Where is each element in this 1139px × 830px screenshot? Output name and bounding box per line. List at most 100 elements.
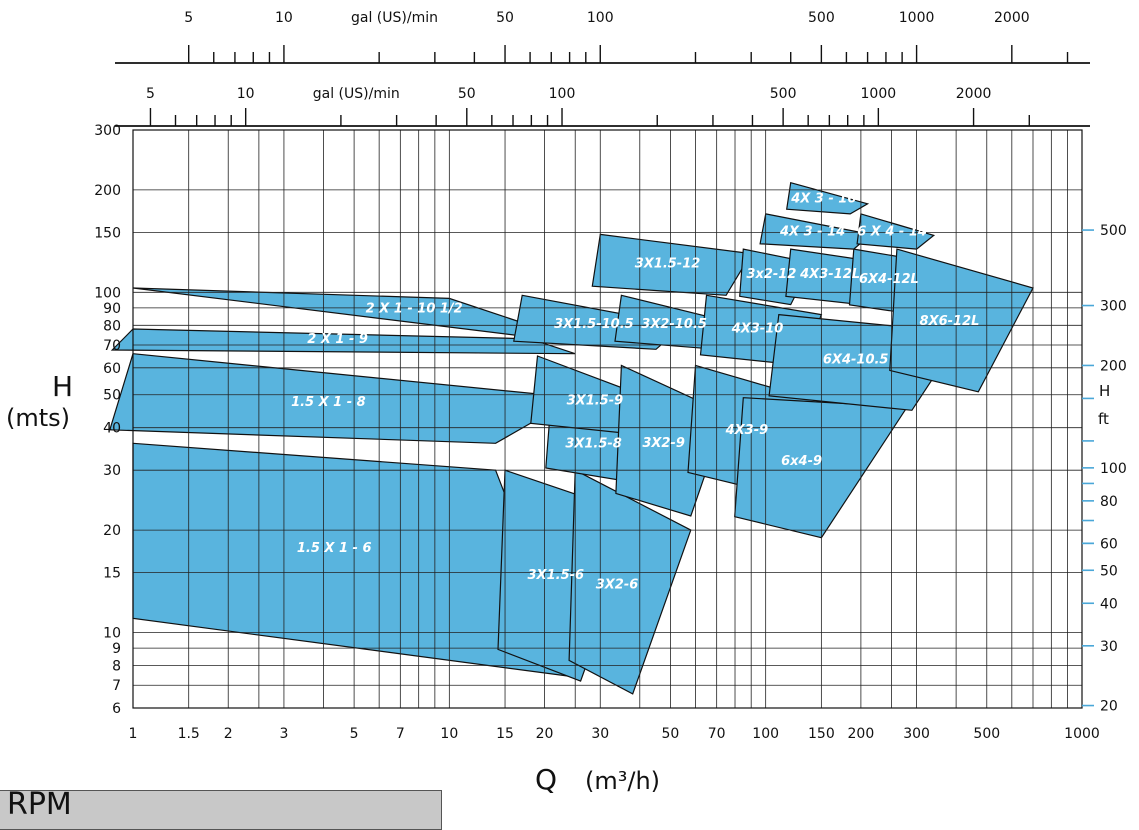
y-tick-label-left: 50 <box>103 388 121 404</box>
gpm-tick-label: 5 <box>184 10 193 26</box>
x-tick-label: 7 <box>396 726 405 742</box>
y-axis-title-left: H <box>52 370 73 403</box>
zone-label: 6X4-10.5 <box>823 352 889 367</box>
x-tick-label: 1.5 <box>178 726 200 742</box>
x-tick-label: 15 <box>496 726 514 742</box>
pump-zone <box>591 233 753 296</box>
y-tick-label-right: 200 <box>1100 358 1127 374</box>
zone-label: 3X1.5-12 <box>635 256 701 271</box>
y-tick-label-left: 300 <box>94 123 121 139</box>
gpm-tick-label: 500 <box>770 86 797 102</box>
y-tick-label-left: 15 <box>103 566 121 582</box>
x-tick-label: 1000 <box>1064 726 1100 742</box>
y-tick-label-left: 9 <box>112 641 121 657</box>
y-tick-label-left: 200 <box>94 183 121 199</box>
gpm-tick-label: 50 <box>496 10 514 26</box>
tick-labels: 1 1.5 2 3 5 7 10 15 20 30 50 70 100 150 200 300 500 1000 3… <box>94 123 1126 742</box>
zone-label: 3X1.5-6 <box>528 568 585 583</box>
gpm-tick-label: 2000 <box>956 86 992 102</box>
grid-lines <box>132 129 1083 709</box>
gpm-axis-top: 5 10 50 100 500 1000 2000 gal (US)/min <box>115 10 1090 64</box>
y-tick-label-right: 30 <box>1100 639 1118 655</box>
x-tick-label: 3 <box>279 726 288 742</box>
y-tick-label-left: 30 <box>103 463 121 479</box>
x-tick-label: 5 <box>350 726 359 742</box>
y-tick-label-right: 100 <box>1100 461 1127 477</box>
zone-label: 3X1.5-9 <box>567 394 624 409</box>
zone-label: 2 X 1 - 9 <box>307 332 368 347</box>
y-tick-label-left: 40 <box>103 421 121 437</box>
y-tick-label-left: 8 <box>112 658 121 674</box>
x-axis-title: Q <box>535 763 557 796</box>
x-tick-label: 500 <box>973 726 1000 742</box>
gpm-tick-label: 50 <box>458 86 476 102</box>
y-tick-label-left: 150 <box>94 225 121 241</box>
zone-label: 4X 3 - 14 <box>779 224 845 239</box>
x-tick-label: 1 <box>129 726 138 742</box>
rpm-label: RPM <box>7 787 72 822</box>
x-tick-label: 300 <box>903 726 930 742</box>
zone-label: 8X6-12L <box>920 314 980 329</box>
pump-zone <box>786 181 870 215</box>
y-tick-label-right: 20 <box>1100 699 1118 715</box>
x-tick-label: 10 <box>440 726 458 742</box>
y-tick-label-left: 20 <box>103 523 121 539</box>
zone-label: 3X2-9 <box>642 436 685 451</box>
zone-label: 3X1.5-10.5 <box>554 317 634 332</box>
gpm-tick-label: 500 <box>808 10 835 26</box>
gpm-tick-label: 10 <box>275 10 293 26</box>
plot-frame <box>132 129 1083 709</box>
x-tick-label: 30 <box>591 726 609 742</box>
zone-label: 4X 3 - 16 <box>790 191 856 206</box>
y-tick-label-left: 60 <box>103 361 121 377</box>
x-tick-label: 70 <box>708 726 726 742</box>
zone-label: 6x4-9 <box>781 454 822 469</box>
x-axis-unit: (m³/h) <box>585 767 660 795</box>
gpm-axis-label: gal (US)/min <box>351 10 438 26</box>
x-tick-label: 2 <box>224 726 233 742</box>
y-tick-label-left: 7 <box>112 678 121 694</box>
y-tick-label-left: 90 <box>103 301 121 317</box>
y-tick-label-right: 80 <box>1100 494 1118 510</box>
zone-label: 3x2-12 <box>746 267 796 282</box>
y-tick-label-left: 10 <box>103 626 121 642</box>
gpm-axis-second: 5 10 50 100 500 1000 2000 gal (US)/min <box>115 86 1090 127</box>
zone-label: 1.5 X 1 - 6 <box>297 541 372 556</box>
y-axis-unit-left: (mts) <box>6 404 70 432</box>
zone-label: 3X2-6 <box>596 578 639 593</box>
rpm-panel: RPM <box>0 787 442 830</box>
y-tick-label-right: 500 <box>1100 223 1127 239</box>
y-tick-label-left: 100 <box>94 285 121 301</box>
x-tick-label: 100 <box>752 726 779 742</box>
pump-zone <box>568 469 692 695</box>
gpm-tick-label: 100 <box>549 86 576 102</box>
pump-zone <box>889 248 1034 393</box>
pump-zone <box>108 353 578 444</box>
gpm-tick-label: 100 <box>587 10 614 26</box>
zone-label: 4X3-9 <box>725 423 769 438</box>
y-tick-label-left: 70 <box>103 338 121 354</box>
gpm-tick-label: 1000 <box>861 86 897 102</box>
zone-labels: 1.5 X 1 - 6 1.5 X 1 - 8 2 X 1 - 9 2 X 1 - 1… <box>291 191 979 592</box>
zone-label: 1.5 X 1 - 8 <box>291 395 366 410</box>
gpm-tick-label: 5 <box>146 86 155 102</box>
x-tick-label: 150 <box>808 726 835 742</box>
y-axis-title-right: H <box>1099 382 1110 400</box>
y-tick-label-right: 60 <box>1100 536 1118 552</box>
gpm-tick-label: 2000 <box>994 10 1030 26</box>
x-tick-label: 20 <box>536 726 554 742</box>
pump-performance-chart: 5 10 50 100 500 1000 2000 gal (US)/min 5 10 50 100… <box>6 10 1127 796</box>
y-tick-label-right: 300 <box>1100 299 1127 315</box>
zone-label: 6 X 4 - 14 <box>857 225 927 240</box>
y-axis-unit-right: ft <box>1098 410 1109 428</box>
x-tick-label: 50 <box>662 726 680 742</box>
gpm-axis-label: gal (US)/min <box>313 86 400 102</box>
x-tick-label: 200 <box>848 726 875 742</box>
zone-label: 3X2-10.5 <box>641 317 707 332</box>
zone-label: 2 X 1 - 10 1/2 <box>366 302 463 317</box>
y-tick-label-left: 80 <box>103 318 121 334</box>
gpm-tick-label: 1000 <box>899 10 935 26</box>
zone-label: 6X4-12L <box>859 272 919 287</box>
y-tick-label-left: 6 <box>112 701 121 717</box>
zone-label: 4X3-10 <box>731 322 784 337</box>
